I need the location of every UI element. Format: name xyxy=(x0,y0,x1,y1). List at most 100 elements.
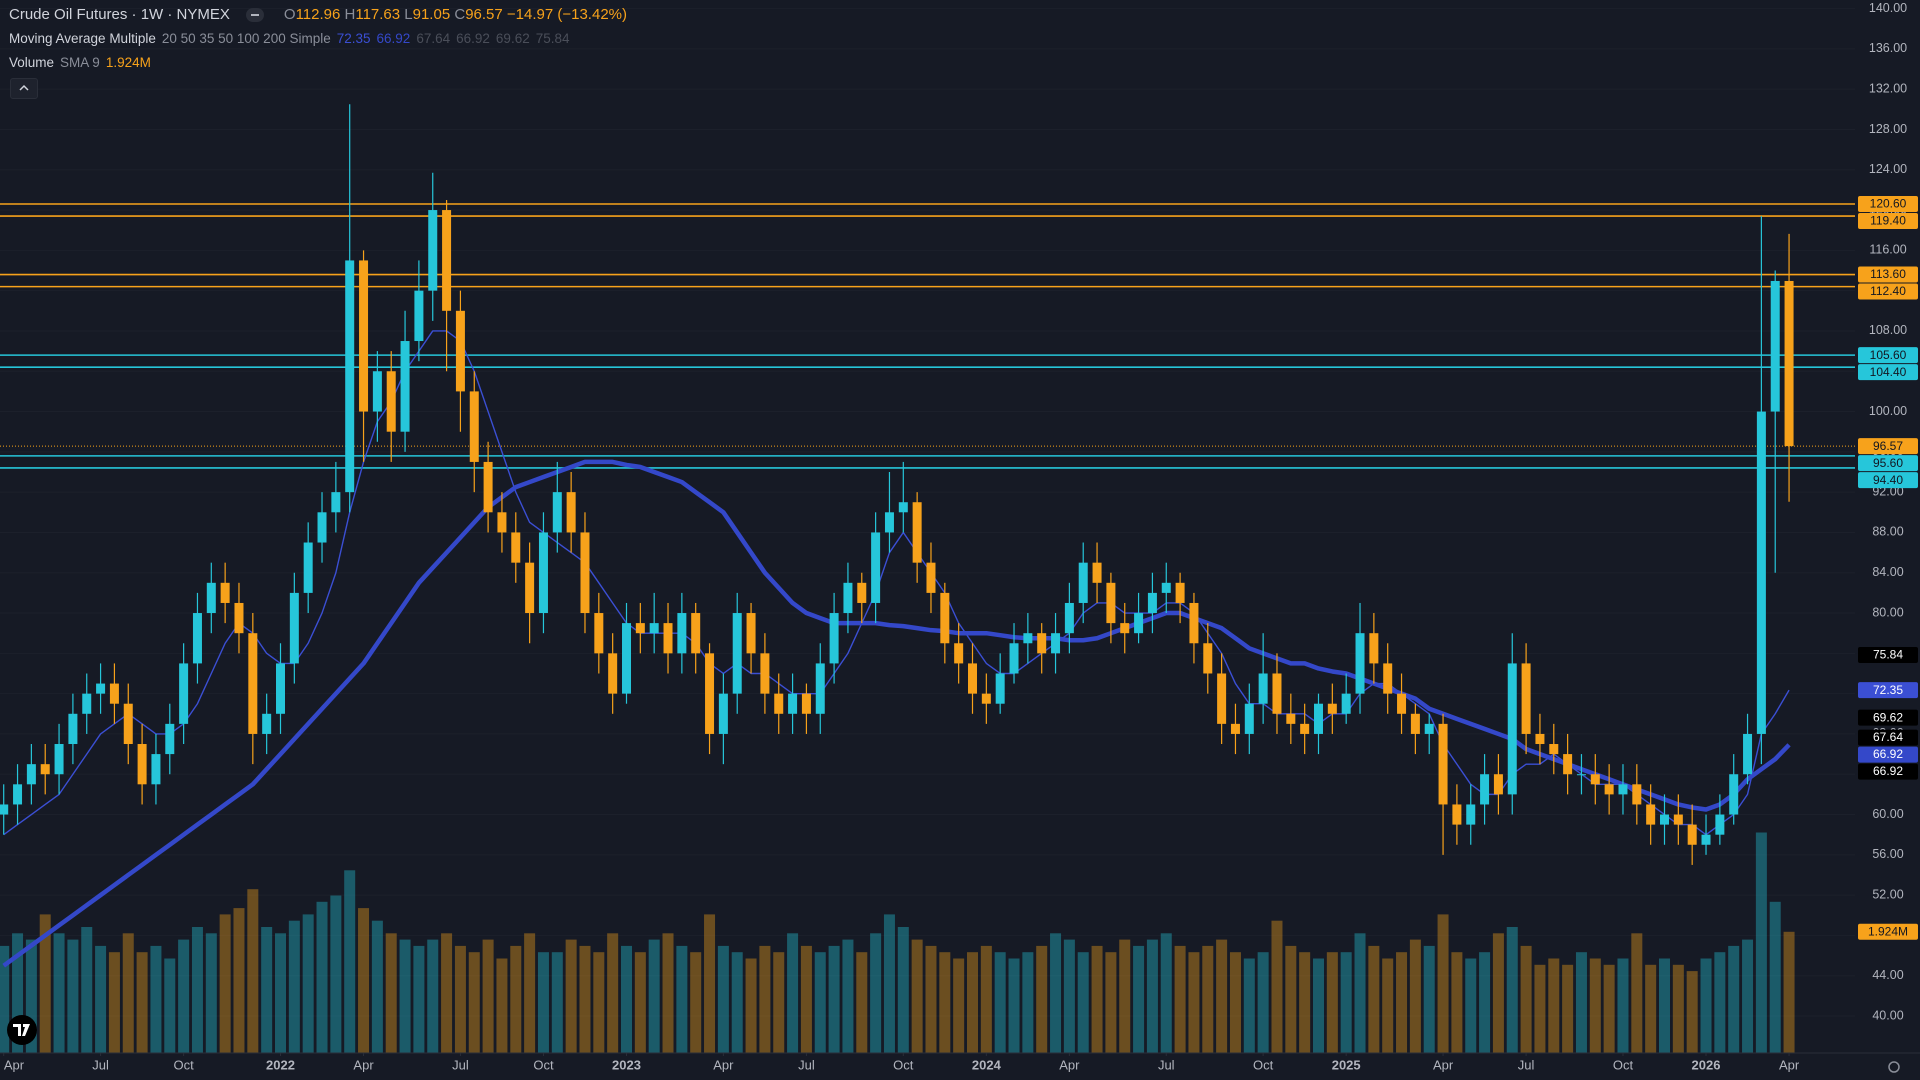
y-tick-label: 84.00 xyxy=(1872,565,1903,579)
badge-label: 105.60 xyxy=(1870,348,1907,362)
y-tick-label: 108.00 xyxy=(1869,323,1907,337)
candle-body xyxy=(1120,623,1130,634)
candle-body xyxy=(635,623,645,634)
badge-bg xyxy=(1858,347,1918,364)
candle-body xyxy=(1300,723,1310,734)
x-tick-label: Oct xyxy=(533,1057,554,1072)
volume-bar xyxy=(994,952,1006,1053)
candle-body xyxy=(303,542,313,593)
volume-bar xyxy=(122,933,134,1053)
candle-body xyxy=(165,723,175,755)
price-badge: 67.64 xyxy=(1858,729,1918,746)
collapse-icon[interactable] xyxy=(11,79,37,98)
candle-body xyxy=(386,371,396,432)
x-tick-label: 2026 xyxy=(1692,1057,1721,1072)
candle-body xyxy=(608,653,618,694)
candle-body xyxy=(580,532,590,614)
volume-bar xyxy=(1368,945,1380,1053)
candle-body xyxy=(1618,784,1628,795)
volume-bar xyxy=(302,914,314,1053)
volume-bar xyxy=(247,889,259,1053)
candle-body xyxy=(442,210,452,311)
volume-bar xyxy=(1479,952,1491,1053)
candle-body xyxy=(497,512,507,533)
volume-bar xyxy=(191,927,203,1053)
candle-body xyxy=(1535,733,1545,745)
candle-body xyxy=(1632,784,1642,805)
x-tick-label: Jul xyxy=(452,1057,469,1072)
price-badge: 104.40 xyxy=(1858,364,1918,381)
logo-mark xyxy=(13,1024,30,1036)
logo-circle xyxy=(7,1015,37,1045)
candle-body xyxy=(179,663,189,724)
candle-body xyxy=(995,673,1005,704)
ohlc-value: 96.57 xyxy=(465,6,503,23)
badge-label: 95.60 xyxy=(1873,456,1903,470)
volume-bar xyxy=(0,945,10,1053)
x-tick-label: Jul xyxy=(92,1057,109,1072)
volume-bar xyxy=(1437,914,1449,1053)
y-tick-label: 88.00 xyxy=(1872,525,1903,539)
volume-bar xyxy=(634,952,646,1053)
price-badge: 96.57 xyxy=(1858,438,1918,455)
collapse-button[interactable] xyxy=(10,78,38,99)
volume-bar xyxy=(468,952,480,1053)
volume-bar xyxy=(413,945,425,1053)
volume-bar xyxy=(1188,952,1200,1053)
candle-body xyxy=(1397,693,1407,714)
symbol-title: Crude Oil Futures · 1W · NYMEX xyxy=(9,6,230,23)
candle-body xyxy=(234,602,244,634)
volume-bar xyxy=(261,927,273,1053)
visibility-toggle[interactable] xyxy=(245,7,264,22)
candle-body xyxy=(0,804,9,815)
volume-bar xyxy=(1617,958,1629,1053)
ohlc-letter: C xyxy=(454,6,466,23)
badge-bg xyxy=(1858,923,1918,940)
volume-bar xyxy=(205,933,217,1053)
volume-bar xyxy=(1063,939,1075,1053)
candle-body xyxy=(1466,804,1476,825)
volume-bar xyxy=(1562,964,1574,1053)
moving-averages xyxy=(2,330,1791,968)
volume-bar xyxy=(233,908,245,1053)
y-tick-label: 136.00 xyxy=(1869,41,1907,55)
volume-value: 1.924M xyxy=(105,55,151,70)
volume-bar xyxy=(1548,958,1560,1053)
volume-bar xyxy=(524,933,536,1053)
volume-bar xyxy=(454,945,466,1053)
candle-body xyxy=(1106,582,1116,624)
y-tick-label: 44.00 xyxy=(1872,968,1903,982)
volume-bar xyxy=(579,945,591,1053)
volume-bar xyxy=(773,952,785,1053)
settings-gear[interactable] xyxy=(1888,1061,1900,1073)
chevron[interactable] xyxy=(19,84,29,91)
candle-body xyxy=(622,623,631,694)
candle-body xyxy=(483,461,493,513)
volume-bar xyxy=(704,914,716,1053)
candle-body xyxy=(538,532,548,614)
settings-icon[interactable] xyxy=(1888,1061,1900,1073)
volume-bar xyxy=(717,945,729,1053)
volume-bar xyxy=(1506,927,1518,1053)
candle-body xyxy=(1051,633,1061,654)
volume-bar xyxy=(95,945,107,1053)
volume-bar xyxy=(219,914,231,1053)
candle-body xyxy=(1410,713,1420,734)
candle-body xyxy=(1147,592,1157,614)
volume-bar xyxy=(856,952,868,1053)
candle-body xyxy=(400,341,410,432)
ma-value: 69.62 xyxy=(495,31,530,46)
time-axis: Apr Jul Oct 2022 Apr Jul Oct 2023 Apr Jul Oct 2024 A… xyxy=(3,1053,1800,1072)
candle-body xyxy=(68,713,78,745)
candle-body xyxy=(1438,723,1448,805)
candle-body xyxy=(54,744,64,775)
volume-bar xyxy=(1160,933,1172,1053)
volume-bar xyxy=(1714,952,1726,1053)
header-line-1: Crude Oil Futures · 1W · NYMEX O112.96 H… xyxy=(9,6,627,23)
badge-bg xyxy=(1858,646,1918,663)
candle-body xyxy=(1327,703,1337,714)
candle-body xyxy=(1092,562,1102,583)
candle-body xyxy=(677,613,687,654)
volume-bar xyxy=(441,933,453,1053)
candle-body xyxy=(1743,733,1753,775)
